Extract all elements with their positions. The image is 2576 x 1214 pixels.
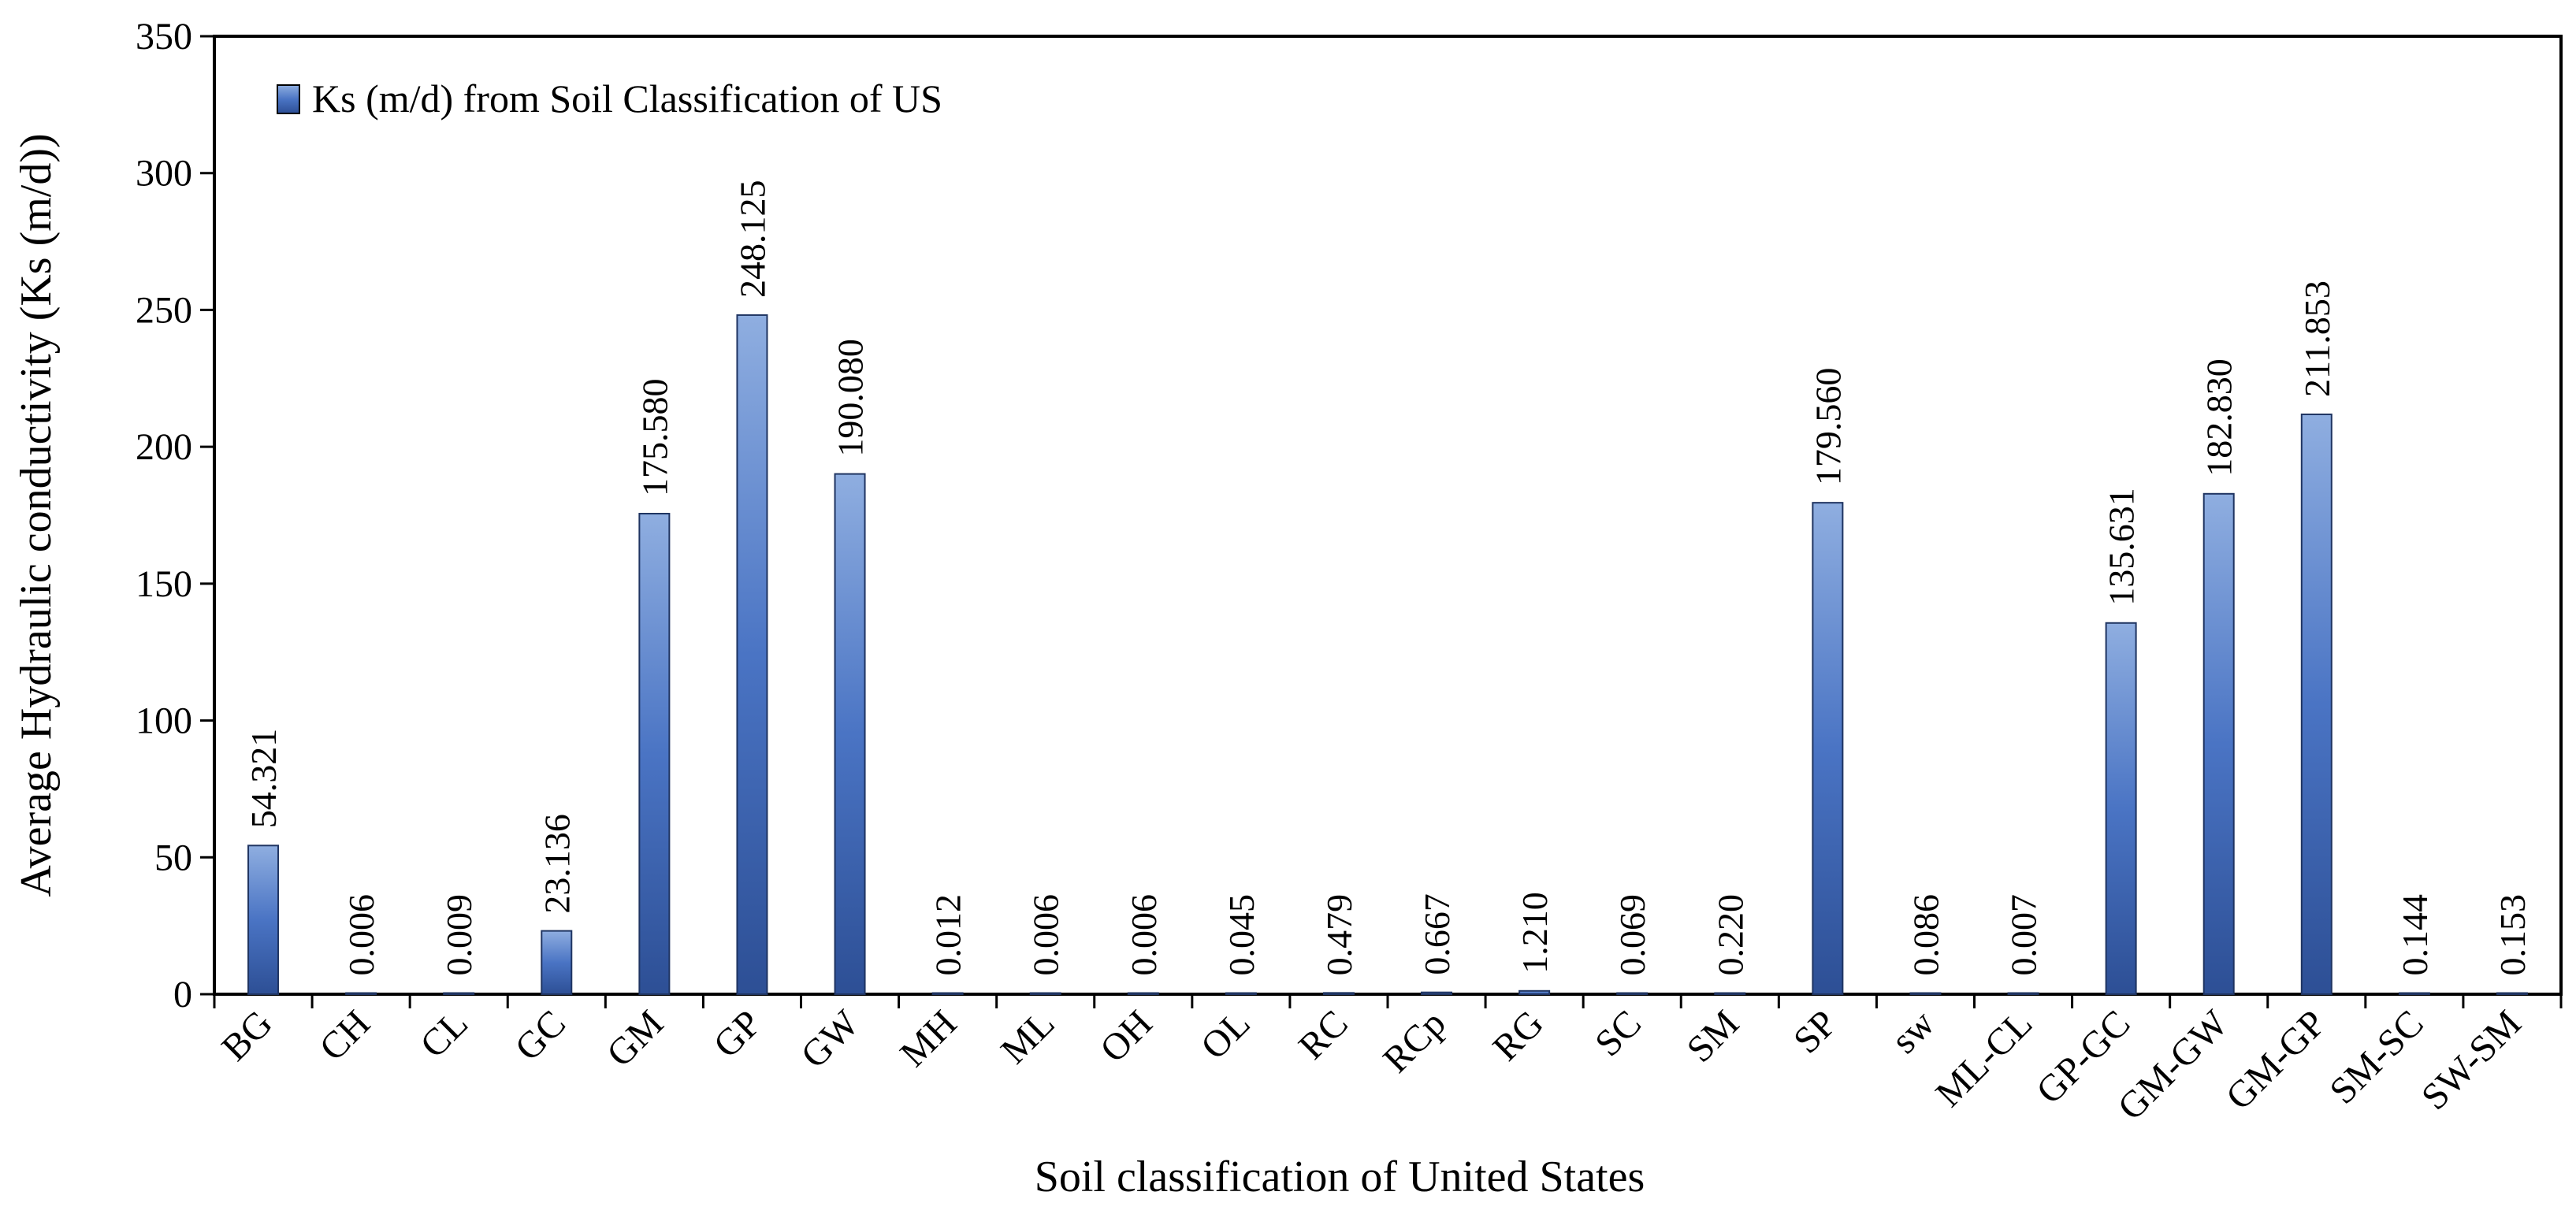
data-label-ch: 0.006 (341, 894, 381, 976)
data-label-sp: 179.560 (1808, 368, 1848, 486)
x-tick-label-ch: CH (311, 1002, 378, 1069)
x-tick-label-gc: GC (507, 1002, 574, 1069)
x-tick-label-cl: CL (412, 1002, 476, 1066)
legend-swatch (277, 84, 300, 114)
y-tick-label: 350 (136, 16, 192, 58)
bar-ml-cl (2007, 992, 2039, 995)
data-label-ml: 0.006 (1026, 894, 1066, 976)
x-axis-title: Soil classification of United States (1035, 1153, 1645, 1201)
bar-gm-gw (2202, 492, 2235, 995)
bar-rcp (1421, 991, 1453, 995)
y-tick-label: 100 (136, 700, 192, 742)
x-tick-label-bg: BG (214, 1002, 281, 1069)
bar-cl (443, 992, 475, 995)
bar-sp (1812, 502, 1844, 995)
y-axis-ticks: 0 50 100 150 200 250 300 350 (136, 16, 214, 1015)
y-tick-label: 50 (154, 837, 192, 878)
data-label-sw: 0.086 (1905, 894, 1946, 976)
x-axis-ticks: BG CH CL GC GM GP GW MH ML OH OL RC RCp RG SC SM SP swML-… (213, 994, 2563, 1129)
bar-sm-sc (2398, 992, 2430, 995)
bar-sw (1909, 992, 1942, 995)
x-tick-label-mh: MH (892, 1002, 965, 1075)
x-tick-label-ol: OL (1193, 1002, 1258, 1067)
x-tick-label-sw-sm: SW-SM (2414, 1002, 2530, 1118)
data-label-gc: 23.136 (537, 814, 577, 914)
bar-gm (638, 512, 671, 995)
bar-gp (736, 314, 768, 995)
legend-label: Ks (m/d) from Soil Classification of US (312, 76, 942, 121)
x-tick-label-gm-gp: GM-GP (2218, 1002, 2334, 1118)
data-label-sc: 0.069 (1612, 894, 1652, 976)
data-label-ml-cl: 0.007 (2004, 894, 2044, 976)
x-tick-label-gm-gw: GM-GW (2109, 1002, 2236, 1129)
y-tick-label: 250 (136, 289, 192, 331)
bar-ol (1225, 992, 1257, 995)
bar-gp-gc (2105, 622, 2137, 996)
bar-gm-gp (2300, 413, 2333, 995)
bar-sc (1616, 992, 1649, 995)
data-label-sm: 0.220 (1710, 894, 1750, 976)
data-label-gm-gw: 182.830 (2199, 358, 2240, 477)
y-tick-label: 150 (136, 563, 192, 605)
bar-oh (1127, 992, 1159, 995)
bar-bg (247, 845, 280, 995)
data-label-gm: 175.580 (634, 378, 675, 496)
data-label-gw: 190.080 (831, 339, 871, 457)
bar-sm (1714, 992, 1746, 995)
x-tick-label-sc: SC (1587, 1002, 1649, 1064)
bar-sw-sm (2496, 992, 2528, 995)
bars-group (247, 314, 2528, 996)
data-label-rg: 1.210 (1515, 892, 1555, 974)
x-tick-label-sm: SM (1679, 1002, 1748, 1071)
x-tick-label-rc: RC (1291, 1002, 1356, 1067)
y-tick-label: 300 (136, 153, 192, 195)
x-tick-label-sm-sc: SM-SC (2321, 1002, 2431, 1112)
bar-gc (541, 930, 573, 995)
data-label-rcp: 0.667 (1417, 893, 1457, 975)
x-tick-label-gm: GM (599, 1002, 671, 1075)
data-label-sm-sc: 0.144 (2395, 894, 2435, 976)
data-label-cl: 0.009 (439, 894, 479, 976)
x-tick-label-rg: RG (1485, 1002, 1552, 1069)
data-label-mh: 0.012 (928, 894, 968, 976)
data-label-gm-gp: 211.853 (2297, 280, 2337, 397)
data-label-gp-gc: 135.631 (2102, 488, 2142, 606)
legend: Ks (m/d) from Soil Classification of US (277, 76, 942, 121)
data-label-rc: 0.479 (1319, 894, 1359, 976)
data-label-oh: 0.006 (1124, 894, 1164, 976)
bar-rc (1322, 992, 1355, 995)
data-label-bg: 54.321 (243, 729, 284, 829)
bar-ml (1029, 992, 1061, 995)
bar-rg (1518, 989, 1551, 996)
x-tick-label-ml: ML (993, 1002, 1062, 1071)
data-labels-group: 54.321 0.006 0.009 23.136 175.580 248.125 190.… (243, 180, 2533, 975)
y-tick-label: 200 (136, 426, 192, 468)
data-label-ol: 0.045 (1221, 894, 1262, 976)
data-label-gp: 248.125 (732, 180, 772, 298)
x-tick-label-sw: sw (1883, 1002, 1942, 1061)
x-tick-label-oh: OH (1092, 1002, 1160, 1070)
x-tick-label-gp: GP (705, 1002, 769, 1066)
bar-gw (834, 473, 866, 995)
y-tick-label: 0 (173, 974, 192, 1015)
x-tick-label-sp: SP (1786, 1002, 1845, 1061)
x-tick-label-ml-cl: ML-CL (1927, 1002, 2040, 1115)
x-tick-label-gw: GW (793, 1002, 868, 1077)
x-tick-label-rcp: RCp (1375, 1002, 1454, 1081)
y-axis-title: Average Hydraulic conductivity (Ks (m/d)… (12, 133, 61, 897)
data-label-sw-sm: 0.153 (2492, 894, 2533, 976)
bar-mh (931, 992, 964, 995)
bar-ch (345, 992, 377, 995)
